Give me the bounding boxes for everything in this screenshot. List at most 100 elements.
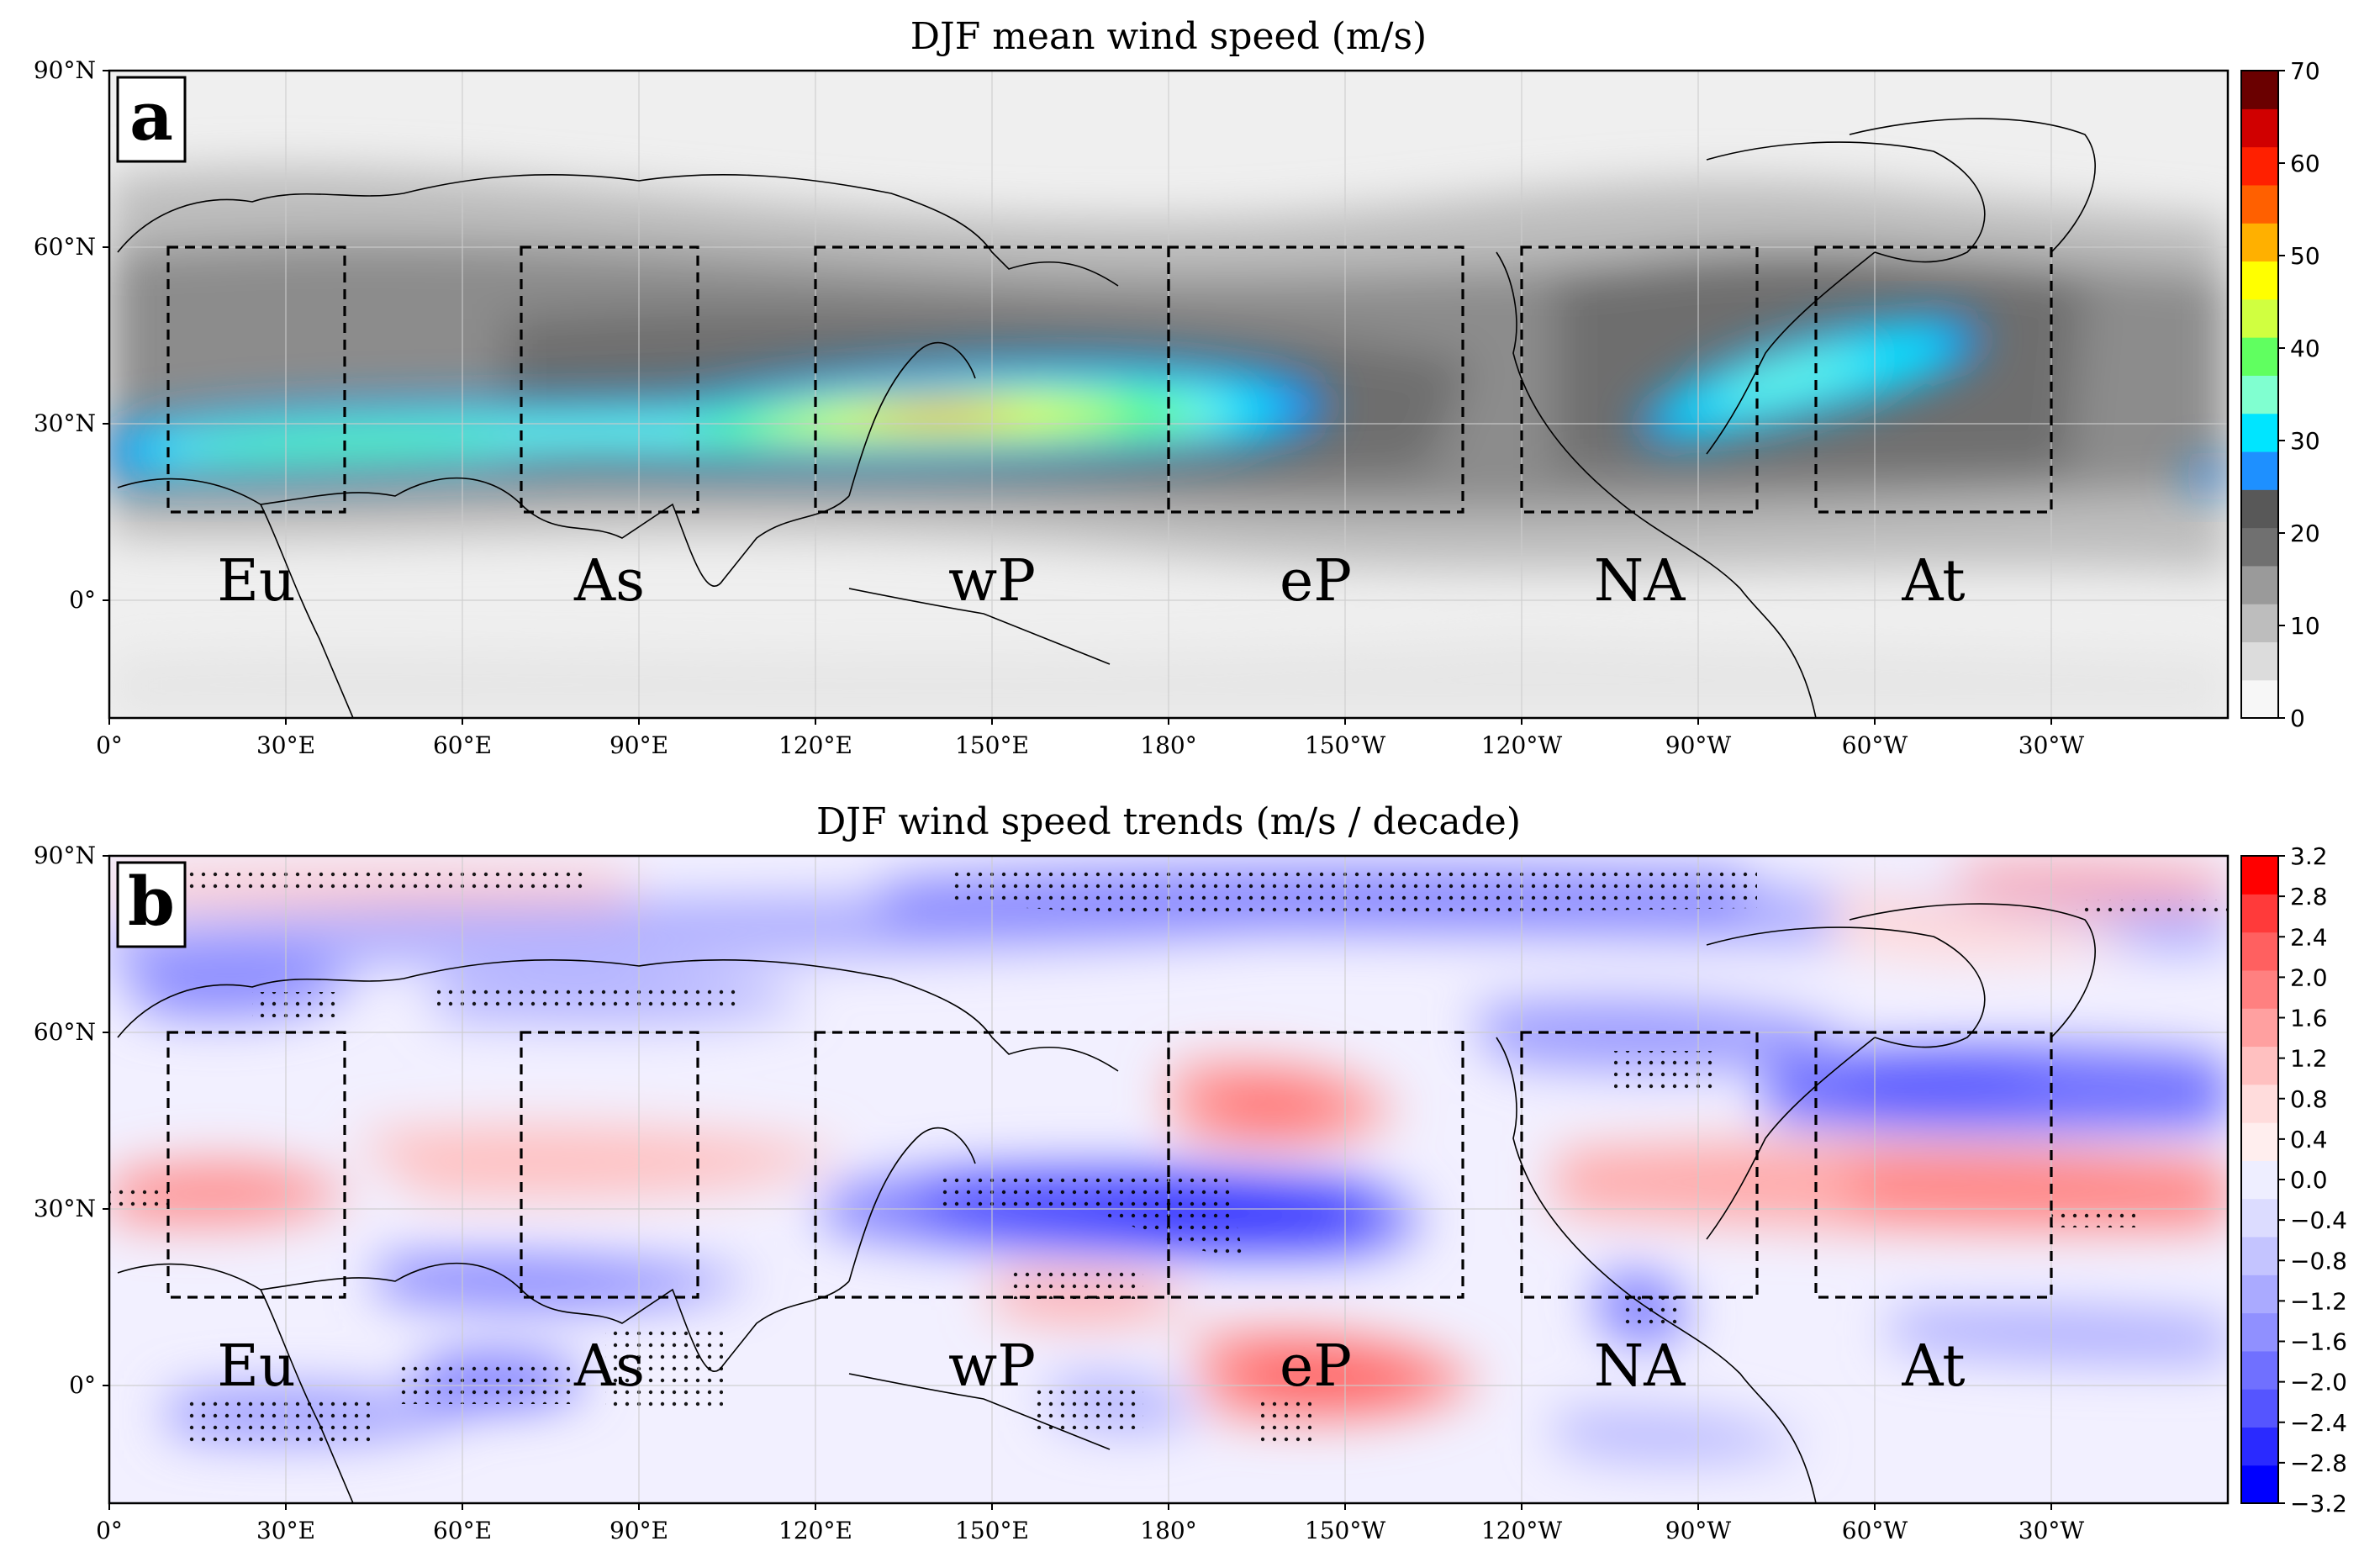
colorbar-segment (2241, 261, 2278, 300)
colorbar-tick-label: −0.8 (2290, 1247, 2347, 1275)
region-label-na: NA (1594, 1333, 1686, 1400)
xtick-label: 120°W (1481, 731, 1562, 759)
region-box-wp (814, 245, 1170, 514)
xtick-label: 60°E (433, 731, 492, 759)
region-box-eu (166, 245, 346, 514)
colorbar-segment (2241, 1160, 2278, 1200)
colorbar-segment (2241, 969, 2278, 1009)
colorbar-tick-label: −2.0 (2290, 1369, 2347, 1396)
colorbar-tick-label: 20 (2290, 520, 2320, 547)
region-label-wp: wP (948, 548, 1036, 615)
colorbar-tick-label: 30 (2290, 427, 2320, 455)
colorbar-tick-label: 10 (2290, 612, 2320, 640)
colorbar-segment (2241, 894, 2278, 933)
panel-b-xticks: 0° 30°E 60°E 90°E 120°E 150°E 180° 150°W 120°W 90… (96, 1503, 2084, 1544)
colorbar-segment (2241, 71, 2278, 109)
region-box-eu (166, 1031, 346, 1299)
region-label-at: At (1901, 1333, 1965, 1400)
ytick-label: 60°N (34, 1018, 96, 1046)
panel-a-field: Eu As wP eP NA At (109, 71, 2228, 718)
ytick-label: 30°N (34, 1195, 96, 1222)
ytick-label: 90°N (34, 842, 96, 869)
region-box-na (1520, 1031, 1759, 1299)
colorbar-segment (2241, 1350, 2278, 1390)
colorbar-segment (2241, 184, 2278, 224)
colorbar-segment (2241, 1312, 2278, 1352)
xtick-label: 120°W (1481, 1517, 1562, 1544)
xtick-label: 150°W (1305, 1517, 1385, 1544)
region-box-at (1814, 245, 2053, 514)
colorbar-segment (2241, 1084, 2278, 1123)
region-label-wp: wP (948, 1333, 1036, 1400)
region-label-eu: Eu (217, 548, 295, 615)
colorbar-segment (2241, 108, 2278, 148)
panel-a-coastlines (117, 118, 2096, 718)
region-box-as (520, 1031, 699, 1299)
region-box-at (1814, 1031, 2053, 1299)
colorbar-segment (2241, 1198, 2278, 1238)
colorbar-segment (2241, 223, 2278, 262)
colorbar-segment (2241, 856, 2278, 895)
xtick-label: 90°W (1665, 731, 1732, 759)
colorbar-tick-label: 2.4 (2290, 923, 2328, 951)
colorbar-segment (2241, 1046, 2278, 1085)
colorbar-segment (2241, 1275, 2278, 1314)
region-label-as: As (573, 1333, 645, 1400)
region-label-at: At (1901, 548, 1965, 615)
colorbar-segment (2241, 679, 2278, 719)
colorbar-segment (2241, 527, 2278, 567)
colorbar-tick-label: 3.2 (2290, 842, 2328, 870)
colorbar-segment (2241, 451, 2278, 490)
region-box-wp (814, 1031, 1170, 1299)
xtick-label: 0° (96, 1517, 123, 1544)
ytick-label: 0° (69, 1371, 96, 1399)
colorbar-tick-label: 60 (2290, 150, 2320, 177)
colorbar-segment (2241, 1236, 2278, 1275)
panel-b-field: Eu As wP eP NA At (109, 856, 2228, 1503)
panel-b-colorbar: 3.2 2.8 2.4 2.0 1.6 1.2 0.8 0.4 0.0 −0.4 −0.8 −1.2 −… (2240, 842, 2347, 1517)
colorbar-segment (2241, 604, 2278, 643)
colorbar-tick-label: 0.0 (2290, 1166, 2328, 1194)
colorbar-segment (2241, 413, 2278, 452)
xtick-label: 60°W (1842, 731, 1908, 759)
colorbar-segment (2241, 375, 2278, 414)
colorbar-segment (2241, 146, 2278, 186)
colorbar-segment (2241, 1427, 2278, 1466)
colorbar-tick-label: 1.2 (2290, 1045, 2328, 1073)
colorbar-segment (2241, 489, 2278, 529)
panel-b-region-boxes (166, 1031, 2053, 1299)
colorbar-tick-label: 2.8 (2290, 883, 2328, 910)
xtick-label: 120°E (778, 731, 852, 759)
region-box-as (520, 245, 699, 514)
xtick-label: 90°W (1665, 1517, 1732, 1544)
panel-b-region-labels: Eu As wP eP NA At (217, 1333, 1965, 1400)
panel-b: DJF wind speed trends (m/s / decade) (34, 800, 2347, 1544)
ytick-label: 30°N (34, 409, 96, 437)
xtick-label: 0° (96, 731, 123, 759)
colorbar-tick-label: −0.4 (2290, 1206, 2347, 1234)
colorbar-tick-label: 1.6 (2290, 1005, 2328, 1032)
ytick-label: 90°N (34, 56, 96, 84)
colorbar-segment (2241, 337, 2278, 376)
colorbar-tick-label: 2.0 (2290, 963, 2328, 991)
region-label-ep: eP (1280, 548, 1352, 615)
colorbar-segment (2241, 641, 2278, 681)
colorbar-tick-label: −3.2 (2290, 1490, 2347, 1517)
colorbar-tick-label: 70 (2290, 57, 2320, 85)
panel-a: DJF mean wind speed (m/s) (34, 15, 2320, 759)
xtick-label: 90°E (610, 731, 668, 759)
xtick-label: 150°E (955, 1517, 1029, 1544)
colorbar-segment (2241, 1465, 2278, 1504)
region-box-ep (1167, 245, 1464, 514)
ytick-label: 0° (69, 586, 96, 614)
panel-a-xticks: 0° 30°E 60°E 90°E 120°E 150°E 180° 150°W 120°W 90… (96, 718, 2084, 759)
region-label-na: NA (1594, 548, 1686, 615)
colorbar-segment (2241, 932, 2278, 971)
xtick-label: 30°E (256, 731, 315, 759)
xtick-label: 30°W (2019, 731, 2085, 759)
xtick-label: 60°W (1842, 1517, 1908, 1544)
xtick-label: 30°E (256, 1517, 315, 1544)
region-label-eu: Eu (217, 1333, 295, 1400)
xtick-label: 180° (1140, 731, 1196, 759)
region-box-ep (1167, 1031, 1464, 1299)
